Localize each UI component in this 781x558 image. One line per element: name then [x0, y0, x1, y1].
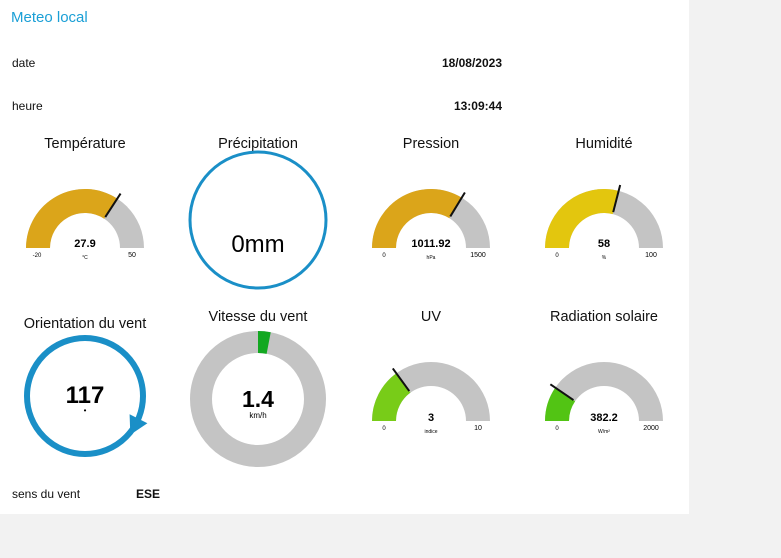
pressure-fill	[372, 188, 462, 248]
uv-needle	[391, 367, 411, 392]
date-value: 18/08/2023	[441, 56, 502, 70]
humidity-unit: %	[602, 255, 607, 261]
pressure-title: Pression	[402, 136, 460, 152]
pressure-min: 0	[382, 253, 386, 259]
solar-unit: W/m²	[598, 429, 610, 435]
uv-unit: indice	[424, 429, 437, 435]
wind-speed-value: 1.4	[242, 386, 274, 412]
temperature-max: 50	[128, 252, 136, 259]
uv-fill	[372, 373, 411, 421]
temperature-gauge: 27.9 °C -20 50	[26, 189, 144, 261]
wind-direction-label: sens du vent	[12, 487, 81, 501]
pressure-gauge: 1011.92 hPa 0 1500	[372, 188, 490, 261]
temperature-unit: °C	[82, 255, 88, 261]
time-value: 13:09:44	[453, 99, 502, 113]
uv-title: UV	[420, 309, 442, 325]
wind-speed-unit: km/h	[249, 411, 266, 420]
pressure-needle	[449, 192, 466, 217]
humidity-min: 0	[555, 253, 559, 259]
wind-orientation-degree: •	[84, 406, 87, 415]
uv-track	[372, 362, 490, 421]
solar-max: 2000	[643, 425, 659, 432]
temperature-value: 27.9	[74, 238, 95, 250]
wind-speed-gauge: 1.4 km/h	[190, 331, 326, 467]
precipitation-ring	[188, 150, 328, 290]
humidity-value: 58	[598, 238, 610, 250]
wind-direction-value: ESE	[136, 487, 161, 501]
pressure-unit: hPa	[427, 255, 436, 261]
solar-fill	[545, 387, 576, 421]
uv-min: 0	[382, 426, 386, 432]
solar-min: 0	[555, 426, 559, 432]
humidity-needle	[612, 184, 622, 213]
uv-max: 10	[474, 425, 482, 432]
wind-direction-arrow-icon	[129, 414, 148, 435]
temperature-title: Température	[44, 136, 126, 152]
date-label: date	[12, 56, 36, 70]
precipitation-gauge: 0mm	[188, 150, 328, 290]
precipitation-title: Précipitation	[218, 136, 298, 152]
temperature-fill	[26, 189, 118, 248]
solar-title: Radiation solaire	[549, 309, 658, 325]
pressure-max: 1500	[470, 252, 486, 259]
wind-orientation-value: 117	[66, 382, 105, 409]
solar-value: 382.2	[590, 412, 618, 424]
wind-orientation-title: Orientation du vent	[23, 316, 147, 332]
humidity-fill	[545, 189, 619, 248]
weather-panel: Meteo local date 18/08/2023 heure 13:09:…	[0, 0, 689, 514]
solar-needle	[549, 383, 575, 401]
page-title: Meteo local	[11, 9, 88, 26]
humidity-title: Humidité	[575, 136, 633, 152]
solar-gauge: 382.2 W/m² 0 2000	[545, 362, 663, 435]
uv-value: 3	[428, 412, 434, 424]
pressure-value: 1011.92	[411, 238, 450, 250]
wind-speed-title: Vitesse du vent	[208, 309, 308, 325]
precipitation-value: 0mm	[231, 231, 284, 258]
uv-gauge: 3 indice 0 10	[372, 362, 490, 435]
wind-orientation-gauge: 117 •	[24, 335, 148, 457]
temperature-min: -20	[33, 253, 42, 259]
solar-track	[545, 362, 663, 421]
temperature-needle	[104, 193, 122, 218]
humidity-gauge: 58 % 0 100	[545, 184, 663, 261]
time-label: heure	[12, 99, 43, 113]
humidity-max: 100	[645, 252, 657, 259]
wind-speed-fill	[257, 331, 271, 354]
gauges-canvas: 27.9 °C -20 50 0mm 1011.92 hPa 0 1500 58…	[24, 150, 663, 467]
wind-orientation-ring	[24, 335, 146, 457]
